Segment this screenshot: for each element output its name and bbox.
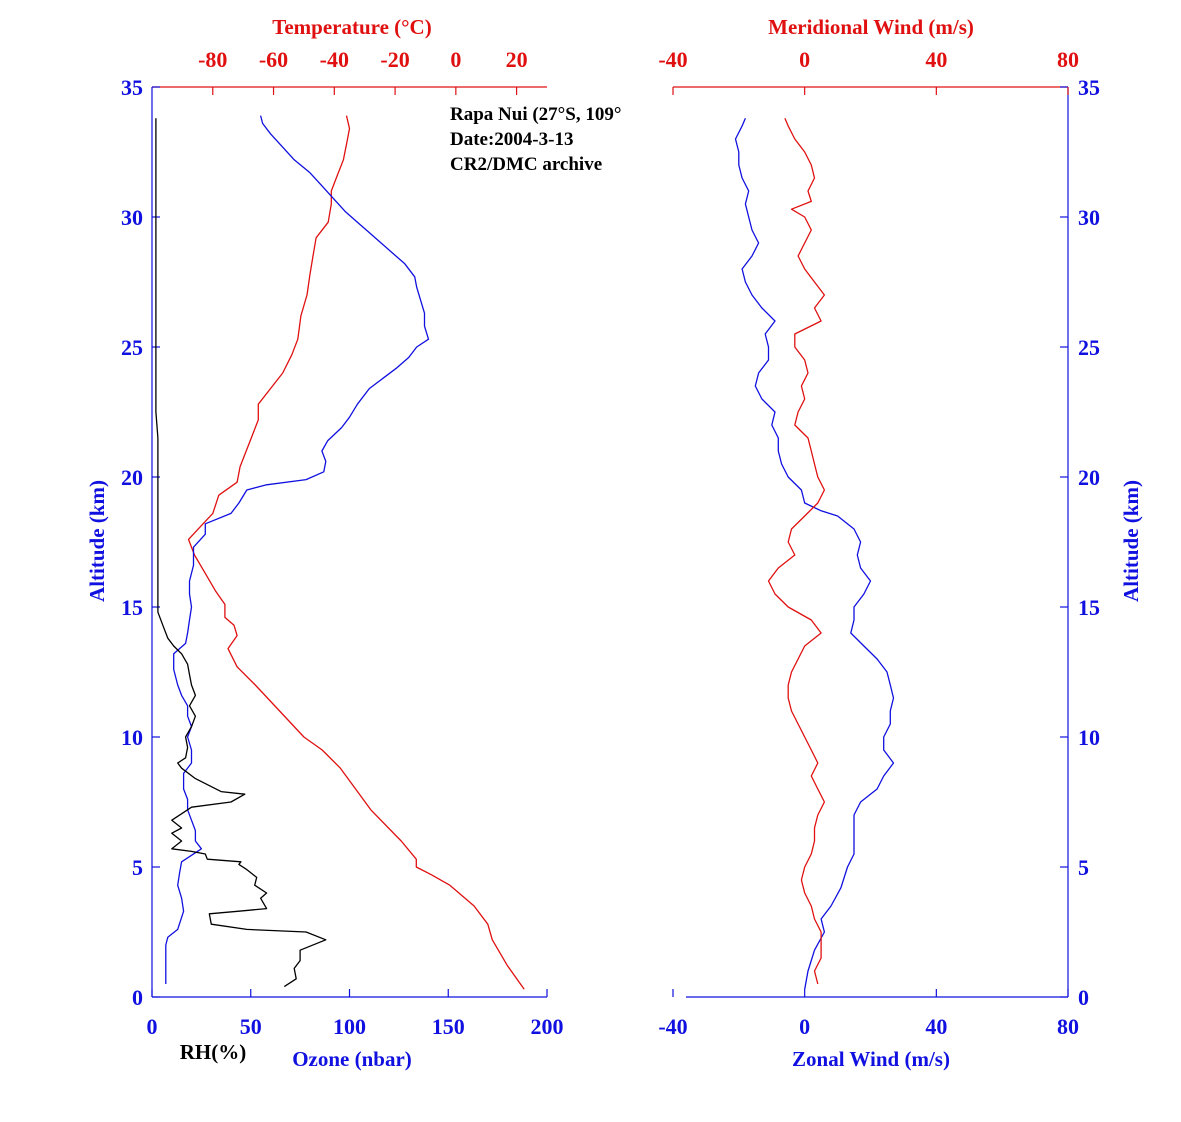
left-panel: 0 5 10 15 20 25 30 35 -80 -60 -40 -20 0 20 0 50 100 150… bbox=[85, 15, 621, 1071]
bottom-axis-tick-label: 0 bbox=[799, 1014, 810, 1039]
meridional-wind-axis-label: Meridional Wind (m/s) bbox=[768, 15, 974, 39]
rh-axis-label: RH(%) bbox=[180, 1040, 247, 1064]
series-ozone-nbar bbox=[165, 115, 430, 984]
left-y-tick-label: 30 bbox=[121, 205, 143, 230]
right-altitude-label: Altitude (km) bbox=[1119, 480, 1143, 602]
top-axis-tick-label: -20 bbox=[380, 47, 409, 72]
right-panel: 0 5 10 15 20 25 30 35 -40 0 40 80 -40 0 40 80 Meridio… bbox=[658, 15, 1143, 1071]
bottom-axis-tick-label: 40 bbox=[925, 1014, 947, 1039]
series-temperature-c bbox=[187, 115, 525, 990]
zonal-ticks: -40 0 40 80 bbox=[658, 989, 1079, 1039]
left-y-tick-label: 5 bbox=[132, 855, 143, 880]
right-y-tick-label: 5 bbox=[1078, 855, 1089, 880]
right-y-tick-label: 20 bbox=[1078, 465, 1100, 490]
meridional-ticks: -40 0 40 80 bbox=[658, 47, 1079, 95]
top-axis-tick-label: -60 bbox=[259, 47, 288, 72]
right-y-ticks: 0 5 10 15 20 25 30 35 bbox=[1060, 75, 1100, 1010]
right-y-tick-label: 35 bbox=[1078, 75, 1100, 100]
top-axis-tick-label: 0 bbox=[450, 47, 461, 72]
left-y-ticks: 0 5 10 15 20 25 30 35 bbox=[121, 75, 160, 1010]
bottom-axis-tick-label: 50 bbox=[240, 1014, 262, 1039]
right-y-tick-label: 0 bbox=[1078, 985, 1089, 1010]
top-axis-tick-label: -80 bbox=[198, 47, 227, 72]
temperature-ticks: -80 -60 -40 -20 0 20 bbox=[198, 47, 528, 95]
left-y-tick-label: 15 bbox=[121, 595, 143, 620]
temperature-axis-label: Temperature (°C) bbox=[272, 15, 431, 39]
right-y-tick-label: 25 bbox=[1078, 335, 1100, 360]
series-meridional-wind-m-s bbox=[767, 117, 826, 985]
series-zonal-wind-m-s bbox=[734, 117, 895, 990]
bottom-axis-tick-label: 0 bbox=[147, 1014, 158, 1039]
left-y-tick-label: 10 bbox=[121, 725, 143, 750]
bottom-axis-tick-label: 150 bbox=[432, 1014, 465, 1039]
left-y-tick-label: 0 bbox=[132, 985, 143, 1010]
left-y-tick-label: 35 bbox=[121, 75, 143, 100]
left-y-tick-label: 25 bbox=[121, 335, 143, 360]
right-y-tick-label: 15 bbox=[1078, 595, 1100, 620]
right-y-tick-label: 30 bbox=[1078, 205, 1100, 230]
right-series bbox=[734, 117, 895, 990]
top-axis-tick-label: -40 bbox=[658, 47, 687, 72]
bottom-axis-tick-label: -40 bbox=[658, 1014, 687, 1039]
date-annotation: Date:2004-3-13 bbox=[450, 129, 573, 150]
archive-annotation: CR2/DMC archive bbox=[450, 154, 602, 175]
top-axis-tick-label: 0 bbox=[799, 47, 810, 72]
top-axis-tick-label: -40 bbox=[320, 47, 349, 72]
left-series bbox=[155, 115, 525, 990]
series-rh bbox=[155, 118, 327, 988]
left-altitude-label: Altitude (km) bbox=[85, 480, 109, 602]
ozone-ticks: 0 50 100 150 200 bbox=[147, 989, 564, 1039]
bottom-axis-tick-label: 80 bbox=[1057, 1014, 1079, 1039]
ozone-axis-label: Ozone (nbar) bbox=[292, 1047, 412, 1071]
right-y-tick-label: 10 bbox=[1078, 725, 1100, 750]
bottom-axis-tick-label: 100 bbox=[333, 1014, 366, 1039]
bottom-axis-tick-label: 200 bbox=[531, 1014, 564, 1039]
zonal-wind-axis-label: Zonal Wind (m/s) bbox=[792, 1047, 950, 1071]
top-axis-tick-label: 40 bbox=[925, 47, 947, 72]
left-y-tick-label: 20 bbox=[121, 465, 143, 490]
station-annotation: Rapa Nui (27°S, 109° bbox=[450, 104, 621, 125]
top-axis-tick-label: 20 bbox=[506, 47, 528, 72]
top-axis-tick-label: 80 bbox=[1057, 47, 1079, 72]
